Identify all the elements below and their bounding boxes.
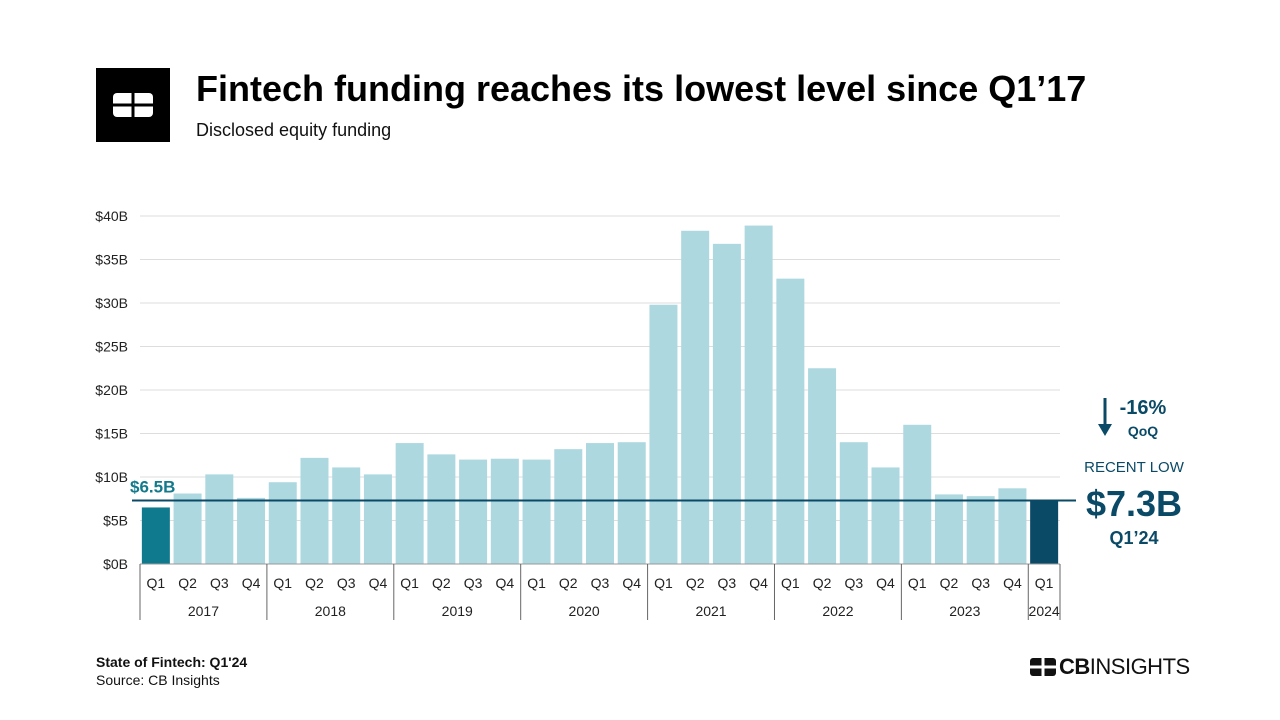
y-tick-label: $10B bbox=[95, 469, 128, 485]
brand-logo: CBINSIGHTS bbox=[1030, 656, 1190, 678]
bar bbox=[839, 442, 868, 564]
source-note: Source: CB Insights bbox=[96, 672, 220, 688]
bar bbox=[490, 458, 519, 564]
x-tick-label: Q1 bbox=[527, 575, 546, 591]
bar bbox=[808, 368, 837, 564]
y-tick-label: $30B bbox=[95, 295, 128, 311]
x-tick-label: Q1 bbox=[273, 575, 292, 591]
year-label: 2019 bbox=[442, 603, 473, 619]
bar bbox=[173, 493, 202, 564]
bar bbox=[1030, 500, 1059, 564]
y-tick-label: $40B bbox=[95, 208, 128, 224]
bar bbox=[649, 304, 678, 564]
qoq-label: QoQ bbox=[1128, 423, 1158, 439]
cb-insights-logo-icon bbox=[1030, 658, 1056, 676]
bar bbox=[395, 443, 424, 564]
bar bbox=[459, 459, 488, 564]
brand-bold: CB bbox=[1059, 654, 1090, 679]
x-tick-label: Q3 bbox=[464, 575, 483, 591]
x-tick-label: Q3 bbox=[210, 575, 229, 591]
year-label: 2024 bbox=[1029, 603, 1060, 619]
x-tick-label: Q1 bbox=[1035, 575, 1054, 591]
year-label: 2022 bbox=[822, 603, 853, 619]
bar bbox=[776, 278, 805, 564]
year-label: 2020 bbox=[569, 603, 600, 619]
bar bbox=[681, 230, 710, 565]
year-label: 2017 bbox=[188, 603, 219, 619]
y-tick-label: $15B bbox=[95, 426, 128, 442]
report-name: State of Fintech: Q1'24 bbox=[96, 654, 248, 670]
recent-low-value: $7.3B bbox=[1086, 483, 1182, 524]
y-tick-label: $0B bbox=[103, 556, 128, 572]
bar bbox=[300, 457, 329, 564]
x-tick-label: Q1 bbox=[781, 575, 800, 591]
y-tick-label: $35B bbox=[95, 252, 128, 268]
y-tick-label: $25B bbox=[95, 339, 128, 355]
bar bbox=[871, 467, 900, 564]
x-tick-label: Q3 bbox=[844, 575, 863, 591]
bar bbox=[966, 496, 995, 564]
x-tick-label: Q1 bbox=[908, 575, 927, 591]
year-label: 2021 bbox=[695, 603, 726, 619]
bar bbox=[237, 497, 266, 564]
bar bbox=[934, 494, 963, 564]
bar bbox=[554, 449, 583, 564]
x-tick-label: Q2 bbox=[559, 575, 578, 591]
bar bbox=[332, 467, 361, 564]
bar bbox=[617, 442, 646, 564]
x-tick-label: Q1 bbox=[147, 575, 166, 591]
bar bbox=[427, 454, 456, 564]
y-tick-label: $20B bbox=[95, 382, 128, 398]
bar bbox=[712, 243, 741, 564]
bar bbox=[205, 474, 234, 564]
cb-insights-logo-icon bbox=[96, 68, 170, 142]
bar bbox=[903, 424, 932, 564]
x-tick-label: Q2 bbox=[432, 575, 451, 591]
x-tick-label: Q4 bbox=[242, 575, 261, 591]
y-tick-label: $5B bbox=[103, 513, 128, 529]
down-arrow-head-icon bbox=[1098, 424, 1112, 436]
x-tick-label: Q2 bbox=[305, 575, 324, 591]
brand-rest: INSIGHTS bbox=[1089, 654, 1190, 679]
chart-subtitle: Disclosed equity funding bbox=[196, 120, 392, 140]
x-tick-label: Q4 bbox=[876, 575, 895, 591]
x-tick-label: Q2 bbox=[940, 575, 959, 591]
x-tick-label: Q4 bbox=[749, 575, 768, 591]
bar bbox=[744, 225, 773, 564]
bar bbox=[363, 474, 392, 564]
chart-title: Fintech funding reaches its lowest level… bbox=[196, 68, 1087, 109]
x-tick-label: Q2 bbox=[686, 575, 705, 591]
year-label: 2018 bbox=[315, 603, 346, 619]
year-label: 2023 bbox=[949, 603, 980, 619]
x-tick-label: Q1 bbox=[400, 575, 419, 591]
x-tick-label: Q3 bbox=[718, 575, 737, 591]
x-tick-label: Q3 bbox=[591, 575, 610, 591]
bar bbox=[268, 482, 297, 564]
qoq-change: -16% bbox=[1120, 397, 1167, 419]
bar bbox=[522, 459, 551, 564]
x-tick-label: Q4 bbox=[1003, 575, 1022, 591]
x-tick-label: Q4 bbox=[622, 575, 641, 591]
x-tick-label: Q4 bbox=[369, 575, 388, 591]
first-bar-label: $6.5B bbox=[130, 477, 175, 496]
x-tick-label: Q2 bbox=[178, 575, 197, 591]
brand-wordmark: CBINSIGHTS bbox=[1059, 656, 1190, 678]
x-tick-label: Q3 bbox=[337, 575, 356, 591]
bar bbox=[586, 443, 614, 564]
bar bbox=[141, 507, 170, 564]
x-tick-label: Q2 bbox=[813, 575, 832, 591]
x-tick-label: Q3 bbox=[971, 575, 990, 591]
recent-low-period: Q1’24 bbox=[1109, 528, 1158, 548]
recent-low-label: RECENT LOW bbox=[1084, 459, 1185, 476]
x-tick-label: Q1 bbox=[654, 575, 673, 591]
x-tick-label: Q4 bbox=[495, 575, 514, 591]
